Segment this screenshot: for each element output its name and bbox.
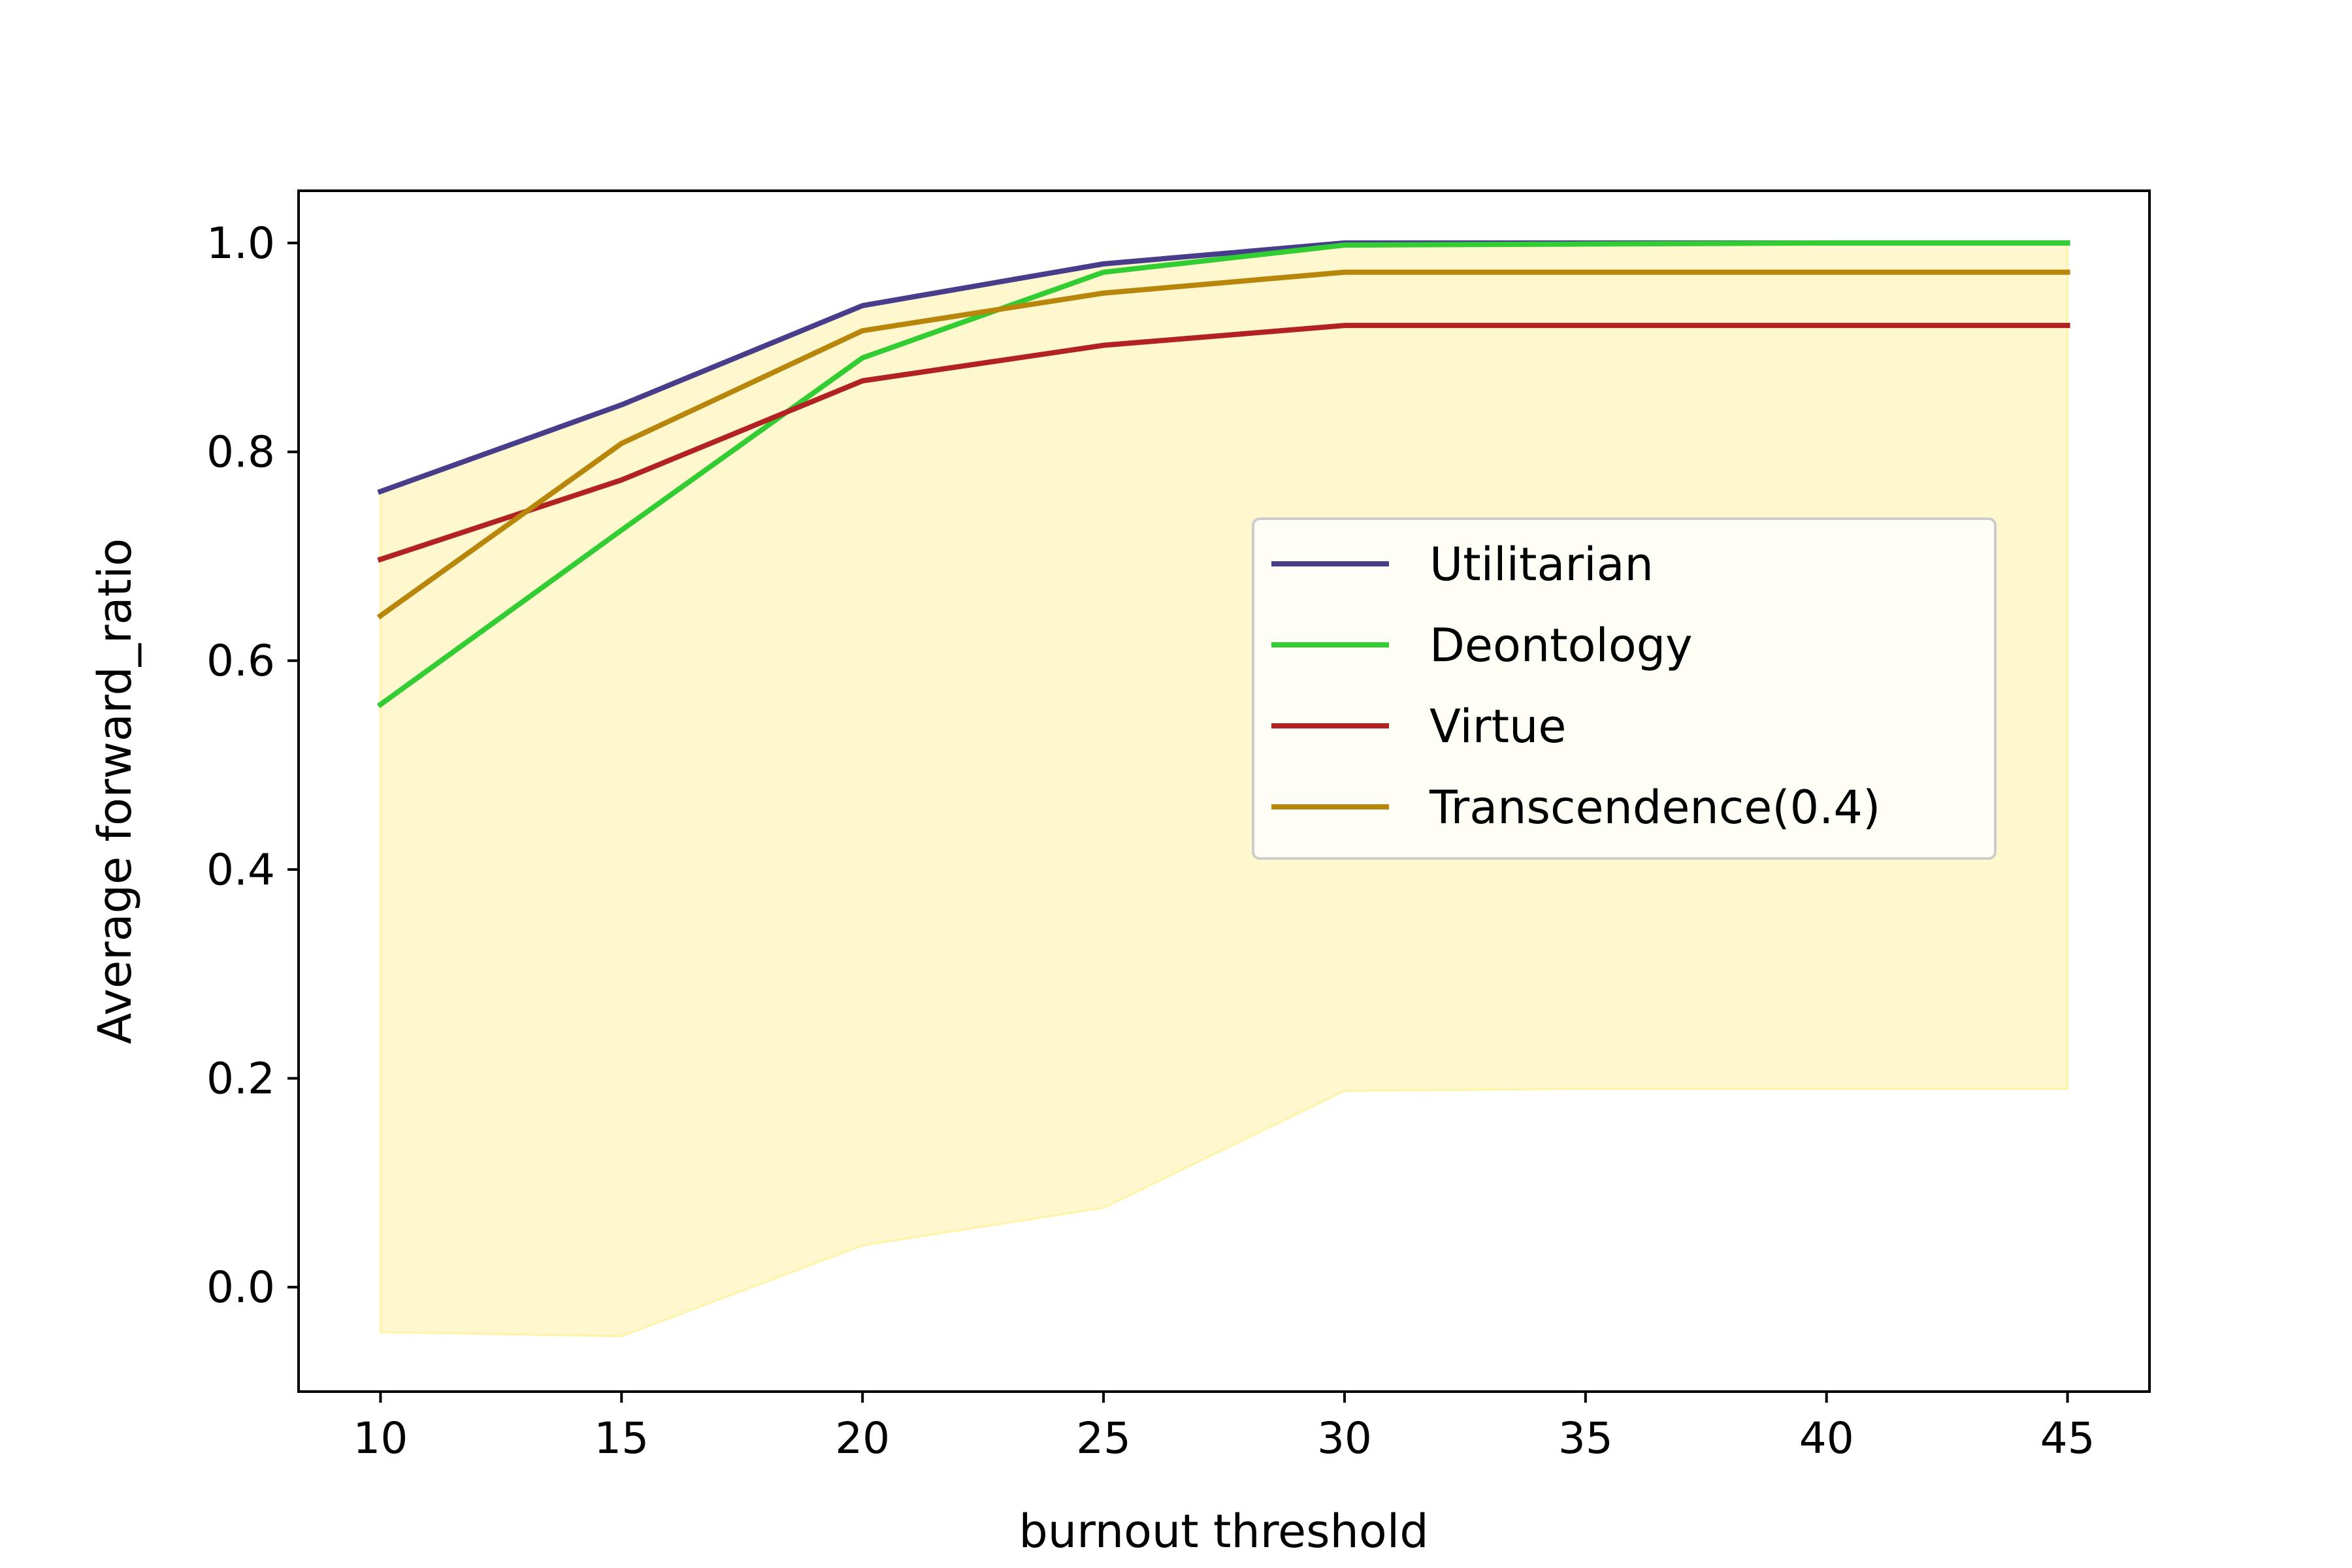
legend-label: Virtue xyxy=(1429,700,1566,753)
x-tick-label: 45 xyxy=(2040,1413,2095,1463)
y-tick-label: 0.2 xyxy=(206,1054,275,1104)
x-tick-label: 20 xyxy=(835,1413,890,1463)
x-tick-label: 25 xyxy=(1076,1413,1131,1463)
y-tick-label: 1.0 xyxy=(206,218,275,269)
series-line-deontology xyxy=(376,240,2070,708)
x-axis-title: burnout threshold xyxy=(1019,1505,1428,1558)
x-tick-label: 15 xyxy=(594,1413,649,1463)
plot-frame xyxy=(297,189,2151,1393)
legend: Utilitarian Deontology Virtue Transcendence… xyxy=(1252,517,1997,860)
legend-frame xyxy=(1252,517,1997,860)
legend-label: Transcendence(0.4) xyxy=(1429,781,1880,834)
series-line-transcendence-0-4 xyxy=(376,269,2070,620)
y-axis: 0.0 0.2 0.4 0.6 0.8 1.0 xyxy=(206,218,299,1313)
series-line-virtue xyxy=(377,323,2070,563)
x-tick-label: 30 xyxy=(1317,1413,1372,1463)
y-tick-label: 0.0 xyxy=(206,1262,275,1313)
series-layer xyxy=(376,240,2070,708)
legend-label: Deontology xyxy=(1429,619,1693,672)
x-tick-label: 40 xyxy=(1799,1413,1854,1463)
y-tick-label: 0.6 xyxy=(206,636,275,686)
x-tick-label: 10 xyxy=(353,1413,408,1463)
y-tick-label: 0.4 xyxy=(206,845,275,895)
y-tick-label: 0.8 xyxy=(206,427,275,478)
x-tick-label: 35 xyxy=(1558,1413,1613,1463)
y-axis-title: Average forward_ratio xyxy=(88,538,142,1044)
x-axis: 10 15 20 25 30 35 40 45 xyxy=(353,1392,2095,1463)
legend-label: Utilitarian xyxy=(1429,538,1654,591)
